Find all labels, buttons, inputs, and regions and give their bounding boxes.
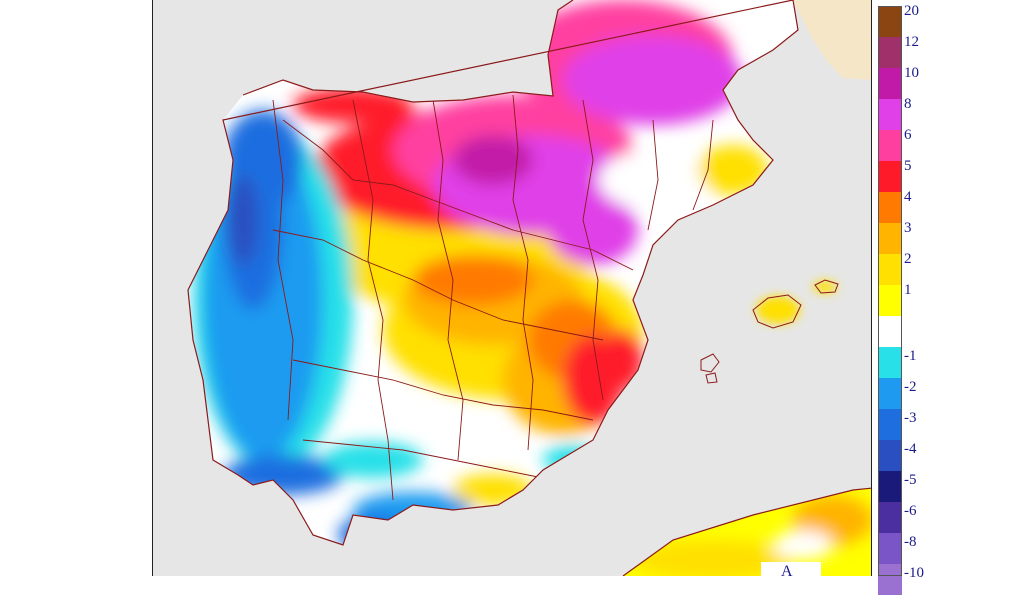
legend-swatch [878,471,902,502]
balearic-islands [700,279,839,384]
legend-swatch [878,564,902,595]
legend-swatch [878,37,902,68]
legend-swatch [878,223,902,254]
legend-label: 10 [904,65,919,81]
legend-swatch [878,99,902,130]
legend-label: 12 [904,34,919,50]
legend-swatch [878,502,902,533]
legend-swatch [878,192,902,223]
legend-label: -6 [904,503,917,519]
legend-swatch [878,161,902,192]
france-land [793,0,871,80]
legend-label: -5 [904,472,917,488]
legend-label: -10 [904,565,924,581]
legend-label: -3 [904,410,917,426]
legend-label: 5 [904,158,912,174]
legend-label: -2 [904,379,917,395]
logo-text: A [781,563,793,576]
iberia-coastline [187,0,799,546]
legend-swatch [878,533,902,564]
legend-swatch [878,285,902,316]
legend-swatch [878,254,902,285]
legend-label: -1 [904,348,917,364]
legend-label: 2 [904,251,912,267]
legend-label: -8 [904,534,917,550]
legend-swatch [878,347,902,378]
legend-label: 6 [904,127,912,143]
legend-label: 1 [904,282,912,298]
legend-swatch [878,378,902,409]
legend-label: 8 [904,96,912,112]
legend-label: 4 [904,189,912,205]
legend-label: 3 [904,220,912,236]
legend-swatch [878,440,902,471]
legend-label: 20 [904,3,919,19]
color-legend: 20 12 10 8 6 5 4 3 2 1 -1 -2 -3 -4 -5 -6 -8 -10 [876,3,936,595]
legend-swatch [878,68,902,99]
legend-swatch [878,409,902,440]
legend-swatch [878,130,902,161]
map-svg: A [153,0,871,576]
legend-swatch [878,6,902,37]
legend-swatch-neutral [878,316,902,347]
anomaly-map: A [152,0,872,576]
logo: A [761,562,821,576]
legend-label: -4 [904,441,917,457]
province-borders [272,94,714,501]
